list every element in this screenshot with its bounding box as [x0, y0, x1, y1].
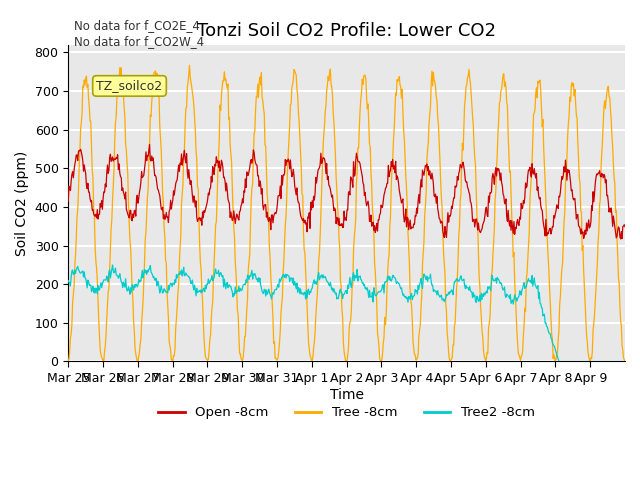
X-axis label: Time: Time: [330, 388, 364, 402]
Text: No data for f_CO2E_4: No data for f_CO2E_4: [74, 19, 200, 32]
Legend: Open -8cm, Tree -8cm, Tree2 -8cm: Open -8cm, Tree -8cm, Tree2 -8cm: [153, 401, 540, 425]
Title: Tonzi Soil CO2 Profile: Lower CO2: Tonzi Soil CO2 Profile: Lower CO2: [197, 22, 496, 40]
Text: TZ_soilco2: TZ_soilco2: [97, 79, 163, 93]
Y-axis label: Soil CO2 (ppm): Soil CO2 (ppm): [15, 150, 29, 256]
Text: No data for f_CO2W_4: No data for f_CO2W_4: [74, 35, 204, 48]
